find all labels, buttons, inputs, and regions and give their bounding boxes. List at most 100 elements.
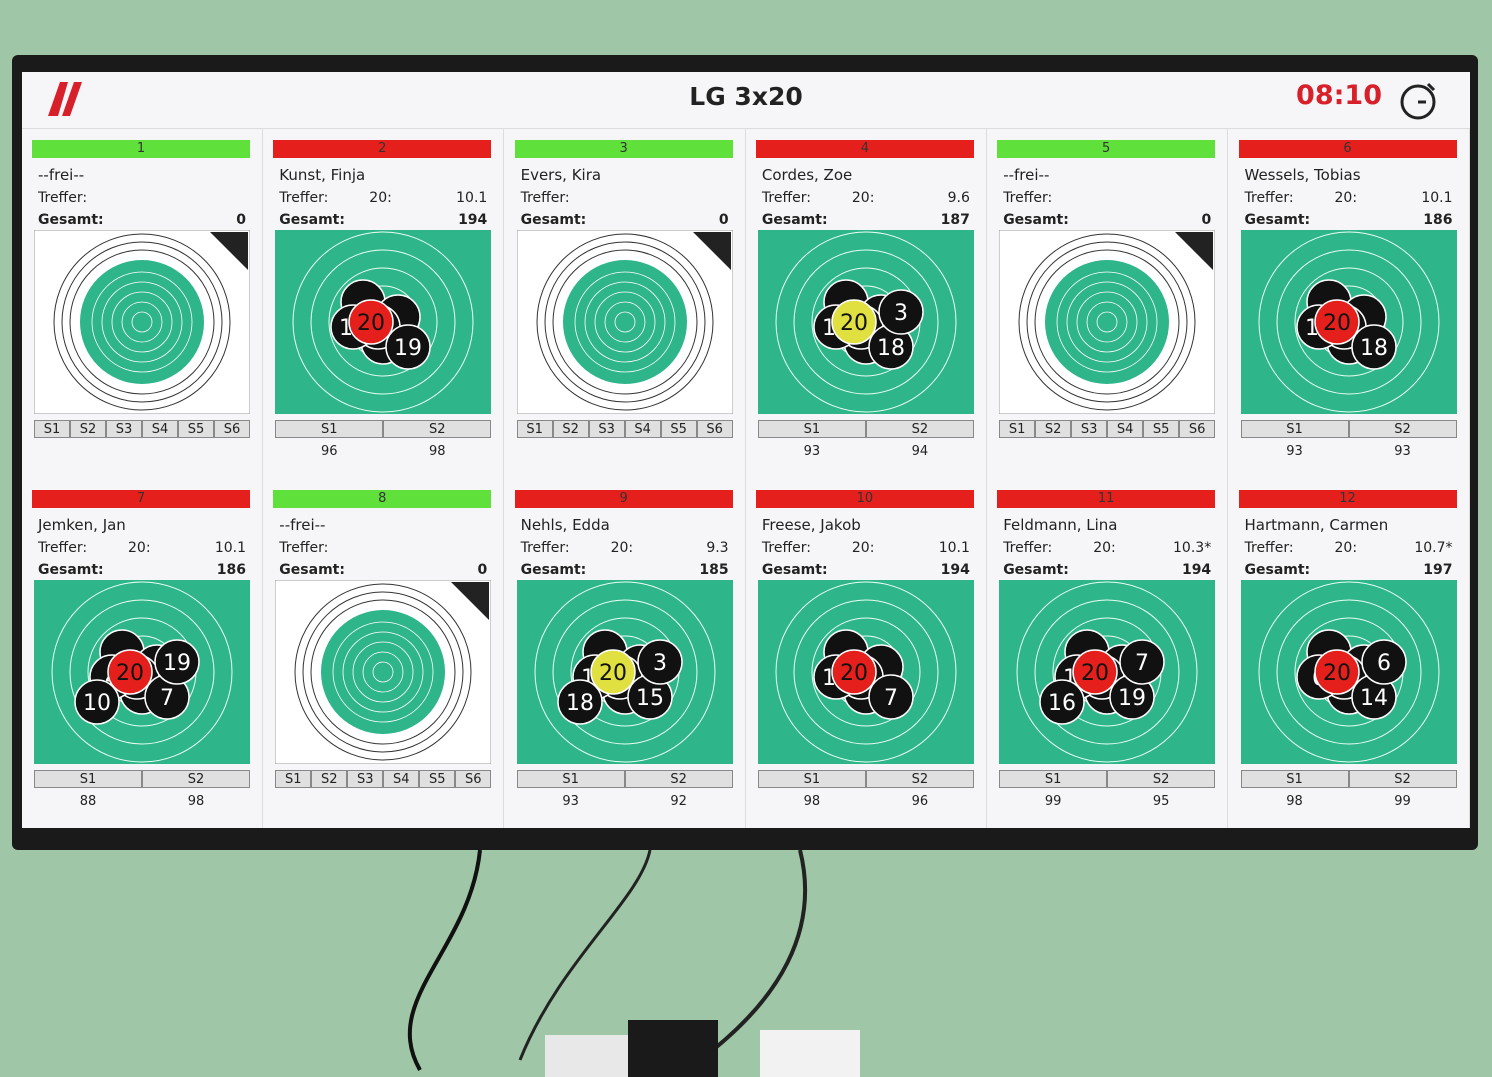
shot-label: 20 xyxy=(1323,661,1351,686)
lane: 8 --frei-- Treffer: Gesamt: 0 S1 S2 S3 S4 S5 S6 xyxy=(263,478,505,828)
total-label: Gesamt: xyxy=(279,212,345,228)
total: 186 xyxy=(1423,212,1453,228)
shot xyxy=(1350,324,1397,370)
shot xyxy=(868,674,914,720)
series-values: 98 99 xyxy=(1241,794,1457,809)
series-value: 93 xyxy=(1394,444,1411,459)
ring xyxy=(594,291,655,353)
series-label: S5 xyxy=(660,420,697,438)
series-label: S4 xyxy=(383,770,420,788)
series-label: S1 xyxy=(757,770,866,788)
shot-label: 3 xyxy=(653,651,667,676)
last-shot: 10.7* xyxy=(1414,540,1453,556)
total-label: Gesamt: xyxy=(1003,562,1069,578)
series-label: S6 xyxy=(455,770,492,788)
shot-label: 19 xyxy=(163,651,191,676)
shot xyxy=(1072,649,1118,695)
ring xyxy=(1258,581,1439,763)
shot-label: 3 xyxy=(894,301,908,326)
series-values: 93 94 xyxy=(758,444,974,459)
shot-count: 20: xyxy=(369,190,392,206)
last-shot: 9.3 xyxy=(706,540,729,556)
total: 194 xyxy=(458,212,488,228)
total: 0 xyxy=(477,562,488,578)
hits-label: Treffer: xyxy=(520,190,570,206)
target xyxy=(34,230,250,414)
series-header: S1 S2 xyxy=(757,420,974,438)
lane-number: 10 xyxy=(755,490,974,508)
series-value: 95 xyxy=(1152,794,1170,809)
shot xyxy=(385,324,432,370)
series-value: 93 xyxy=(562,794,579,809)
lane-number: 12 xyxy=(1238,490,1457,508)
shot-count: 20: xyxy=(1334,190,1358,206)
series-value: 93 xyxy=(1286,444,1303,459)
ring xyxy=(1276,599,1421,745)
series-label: S6 xyxy=(214,420,250,438)
shot xyxy=(831,299,877,345)
ring xyxy=(793,249,939,395)
series-label: S1 xyxy=(999,770,1108,788)
ring xyxy=(1056,271,1158,373)
shooter-name: Freese, Jakob xyxy=(761,516,861,534)
series-value: 92 xyxy=(670,794,687,809)
total: 194 xyxy=(940,562,970,578)
target: 47191020 xyxy=(34,580,250,764)
shot-count: 20: xyxy=(1334,540,1358,556)
series-header: S1 S2 xyxy=(757,770,974,788)
ring xyxy=(793,599,939,745)
target-black xyxy=(321,610,446,734)
lane: 5 --frei-- Treffer: Gesamt: 0 S1 S2 S3 S4 S5 S6 xyxy=(987,128,1229,478)
series-label: S2 xyxy=(1348,420,1457,438)
series-label: S1 xyxy=(516,770,625,788)
ring xyxy=(91,271,193,373)
series-value: 96 xyxy=(321,444,338,459)
ring xyxy=(1026,241,1188,403)
series-label: S4 xyxy=(1107,420,1144,438)
ring xyxy=(121,301,163,343)
series-label: S1 xyxy=(1240,420,1349,438)
ring xyxy=(584,281,665,363)
shot-label: 20 xyxy=(840,311,868,336)
target-black xyxy=(1045,260,1170,384)
series-header: S1 S2 S3 S4 S5 S6 xyxy=(999,420,1216,438)
lane: 10 Freese, Jakob Treffer: 20: 10.1 Gesamt: 194… xyxy=(746,478,987,828)
total-label: Gesamt: xyxy=(38,212,104,228)
series-label: S2 xyxy=(1348,770,1457,788)
shot xyxy=(1039,679,1085,725)
last-shot: 10.1 xyxy=(1421,190,1453,206)
shot-label: 15 xyxy=(636,686,664,711)
shot-label: 19 xyxy=(394,336,422,361)
hits-label: Treffer: xyxy=(761,540,811,556)
series-values: 93 92 xyxy=(517,794,733,809)
lane: 1 --frei-- Treffer: Gesamt: 0 S1 S2 S3 S4 S5 S6 xyxy=(22,128,263,478)
total-label: Gesamt: xyxy=(1244,212,1311,228)
series-value: 93 xyxy=(803,444,821,459)
series-label: S1 xyxy=(1240,770,1349,788)
hits-label: Treffer: xyxy=(1003,190,1053,206)
series-label: S3 xyxy=(1071,420,1108,438)
ring xyxy=(111,291,173,353)
target-black xyxy=(562,260,687,384)
shot-label: 7 xyxy=(160,686,174,711)
ring xyxy=(1018,233,1196,411)
shot-label: 20 xyxy=(357,311,385,336)
series-label: S3 xyxy=(588,420,625,438)
ring xyxy=(332,621,434,723)
series-values: 98 96 xyxy=(758,794,974,809)
shot-count: 20: xyxy=(1093,540,1116,556)
series-label: S2 xyxy=(865,770,974,788)
ring xyxy=(1034,599,1180,745)
shot-count: 20: xyxy=(128,540,151,556)
lane-number: 4 xyxy=(755,140,974,158)
ring xyxy=(811,617,921,727)
corner-mark xyxy=(210,232,248,270)
shooter-name: --frei-- xyxy=(38,166,85,184)
shooter-name: Cordes, Zoe xyxy=(761,166,853,184)
shot-label: 10 xyxy=(83,691,111,716)
series-label: S1 xyxy=(999,420,1036,438)
series-header: S1 S2 S3 S4 S5 S6 xyxy=(34,420,250,438)
ring xyxy=(536,233,714,411)
shot xyxy=(1119,639,1165,685)
ring xyxy=(342,631,424,713)
